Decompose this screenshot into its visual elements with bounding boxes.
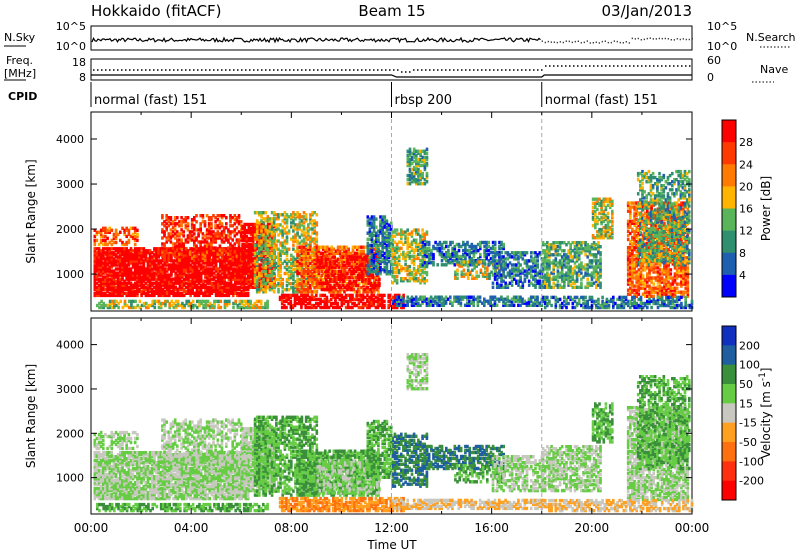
colorbar-label: Velocity [m s-1] [758,368,773,459]
colorbar-tick-label: 20 [739,180,753,193]
cpid-label: CPID [8,90,37,103]
nave-tick-bottom: 0 [707,71,714,84]
colorbar-tick-label: 24 [739,158,753,171]
freq-label: Freq. [6,54,33,67]
y-tick-label: 2000 [56,223,84,236]
y-tick-label: 2000 [56,427,84,440]
cpid-segment-label: normal (fast) 151 [545,93,658,108]
colorbar-tick-label: 50 [739,378,753,391]
nsky-trace [91,36,541,44]
velocity-colorbar: 200 100 50 15 -15 -50 -100 -200 Velocity [m s-1] [721,325,773,501]
freq-trace [91,74,692,78]
colorbar-tick-label: -200 [739,475,764,488]
cpid-segment-label: rbsp 200 [395,93,453,108]
colorbar-tick-label: 100 [739,359,760,372]
colorbar-tick-label: -100 [739,455,764,468]
nsearch-tick-top: 10^5 [707,20,737,33]
x-tick-label: 20:00 [575,521,610,535]
cpid-segment-label: normal (fast) 151 [94,93,207,108]
x-axis-label: Time UT [366,538,417,552]
nsky-tick-top: 10^5 [56,20,86,33]
station-title: Hokkaido (fitACF) [91,2,222,20]
nave-label: Nave [760,63,788,76]
freq-tick-bottom: 8 [79,71,86,84]
power-cells [93,147,694,310]
velocity-cells [93,353,694,513]
colorbar-tick-label: 16 [739,203,753,216]
nsearch-label: N.Search [746,31,796,44]
x-tick-label: 00:00 [675,521,710,535]
colorbar-tick-label: 8 [739,247,746,260]
x-tick-label: 16:00 [474,521,509,535]
colorbar-tick-label: 15 [739,397,753,410]
y-tick-label: 3000 [56,178,84,191]
y-tick-label: 3000 [56,383,84,396]
freq-tick-top: 18 [72,56,86,69]
y-tick-label: 1000 [56,268,84,281]
colorbar-label: Power [dB] [759,176,773,241]
nsky-label: N.Sky [4,31,36,44]
nsearch-tick-bottom: 10^0 [707,40,737,53]
freq-unit: [MHz] [4,67,36,80]
y-axis-label: Slant Range [km] [24,159,38,263]
colorbar-tick-label: 200 [739,339,760,352]
colorbar-tick-label: -15 [739,417,757,430]
y-axis-label: Slant Range [km] [24,364,38,468]
y-tick-label: 4000 [56,133,84,146]
date-label: 03/Jan/2013 [602,2,693,20]
power-panel: 1000 2000 3000 4000 Slant Range [km] 28 24 20 16… [24,111,773,312]
x-tick-label: 08:00 [274,521,309,535]
y-tick-label: 4000 [56,339,84,352]
velocity-panel: 1000 2000 3000 4000 Slant Range [km] 200 100 50… [24,317,773,515]
beam-label: Beam 15 [358,2,425,20]
nave-trace [93,65,691,73]
y-tick-label: 1000 [56,472,84,485]
nave-tick-top: 60 [707,54,721,67]
colorbar-tick-label: -50 [739,436,757,449]
colorbar-tick-label: 4 [739,269,746,282]
x-tick-label: 12:00 [374,521,409,535]
power-colorbar: 28 24 20 16 12 8 4 Power [dB] [721,119,773,298]
nsky-panel-frame [90,25,693,51]
colorbar-tick-label: 28 [739,136,753,149]
nsearch-trace [541,37,693,44]
colorbar-tick-label: 12 [739,225,753,238]
x-tick-label: 04:00 [174,521,209,535]
nsky-tick-bottom: 10^0 [56,40,86,53]
x-tick-label: 00:00 [74,521,109,535]
